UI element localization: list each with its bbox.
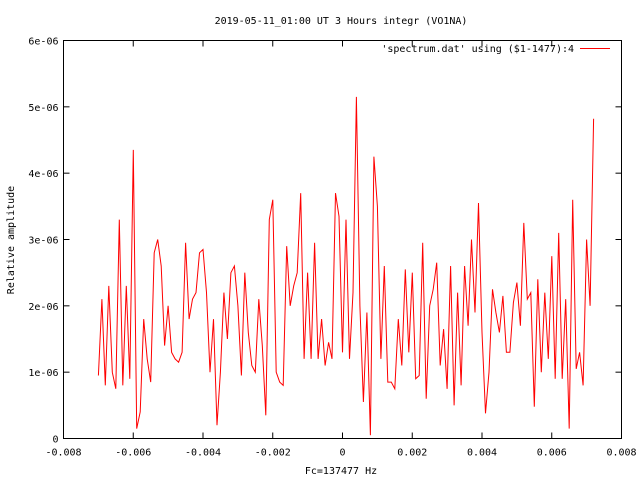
y-axis-label: Relative amplitude — [6, 186, 17, 294]
x-tick-label: 0.006 — [537, 448, 567, 459]
y-tick-label: 3e-06 — [28, 236, 58, 247]
y-tick-label: 5e-06 — [28, 103, 58, 114]
x-tick-label: 0 — [339, 448, 345, 459]
axis-ticks: -0.008 -0.006 -0.004 -0.002 0 0.002 0.004 0.006… — [28, 37, 636, 459]
legend-label: 'spectrum.dat' using ($1-1477):4 — [381, 44, 574, 55]
x-tick-label: -0.004 — [185, 448, 221, 459]
x-axis-label: Fc=137477 Hz — [305, 466, 377, 477]
y-tick-label: 1e-06 — [28, 368, 58, 379]
x-tick-label: 0.002 — [397, 448, 427, 459]
y-tick-label: 2e-06 — [28, 302, 58, 313]
y-tick-label: 0 — [52, 435, 58, 446]
x-tick-label: 0.008 — [606, 448, 636, 459]
x-tick-label: -0.008 — [45, 448, 81, 459]
x-tick-label: 0.004 — [467, 448, 497, 459]
y-tick-label: 4e-06 — [28, 169, 58, 180]
x-tick-label: -0.006 — [115, 448, 151, 459]
chart-title: 2019-05-11_01:00 UT 3 Hours integr (VO1N… — [215, 16, 468, 27]
series-line — [97, 96, 595, 436]
y-tick-label: 6e-06 — [28, 37, 58, 48]
x-tick-label: -0.002 — [255, 448, 291, 459]
